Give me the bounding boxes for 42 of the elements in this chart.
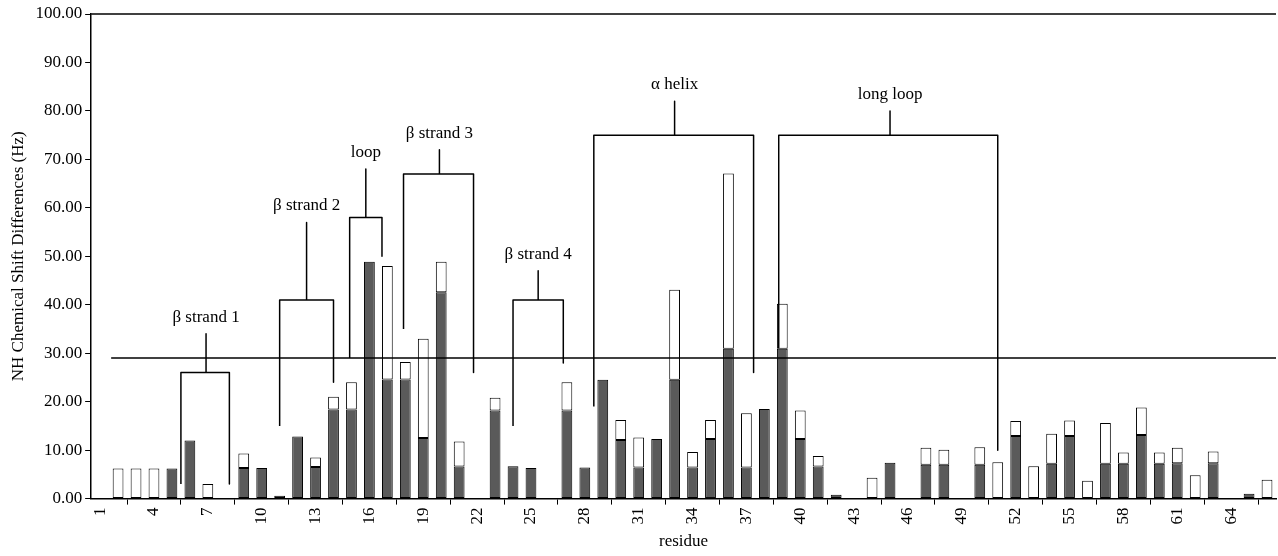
y-tick-label: 90.00 — [43, 51, 83, 71]
x-tick-label: 40 — [789, 507, 809, 525]
y-tick-label: 20.00 — [43, 391, 83, 411]
x-tick-label: 22 — [466, 507, 486, 525]
x-tick-label: 28 — [574, 507, 594, 525]
x-tick-label: 25 — [520, 507, 540, 525]
x-tick-label: 34 — [682, 507, 702, 525]
y-tick-label: 70.00 — [43, 148, 83, 168]
y-axis-title: NH Chemical Shift Differences (Hz) — [7, 131, 27, 382]
x-tick-label: 64 — [1220, 507, 1240, 525]
annotation: α helix — [651, 74, 699, 94]
annotation: β strand 4 — [504, 243, 573, 263]
x-axis-title: residue — [659, 531, 709, 551]
y-tick-label: 100.00 — [35, 3, 83, 23]
x-tick-label: 49 — [951, 507, 971, 525]
x-tick-label: 46 — [897, 507, 917, 525]
x-tick-label: 7 — [197, 507, 217, 517]
x-tick-label: 43 — [843, 507, 863, 525]
y-tick-label: 30.00 — [43, 342, 83, 362]
y-tick-label: 10.00 — [43, 439, 83, 459]
y-tick-label: 0.00 — [52, 488, 83, 508]
x-tick-label: 1 — [89, 507, 109, 517]
annotation: β strand 2 — [272, 195, 341, 215]
annotation: loop — [350, 142, 381, 162]
x-tick-label: 16 — [358, 507, 378, 525]
x-tick-label: 55 — [1059, 507, 1079, 525]
annotation: long loop — [857, 83, 923, 103]
y-tick-label: 50.00 — [43, 245, 83, 265]
annotation: β strand 3 — [405, 122, 474, 142]
annotation: β strand 1 — [172, 306, 240, 326]
y-tick-label: 80.00 — [43, 100, 83, 120]
x-tick-label: 61 — [1166, 507, 1186, 525]
x-tick-label: 4 — [143, 507, 163, 517]
x-tick-label: 37 — [735, 507, 755, 525]
x-tick-label: 52 — [1005, 507, 1025, 525]
x-tick-label: 31 — [628, 507, 648, 525]
x-tick-label: 58 — [1112, 507, 1132, 525]
y-tick-label: 60.00 — [43, 197, 83, 217]
x-tick-label: 13 — [305, 507, 325, 525]
y-tick-label: 40.00 — [43, 294, 83, 314]
x-tick-label: 19 — [412, 507, 432, 525]
x-tick-label: 10 — [251, 507, 271, 525]
